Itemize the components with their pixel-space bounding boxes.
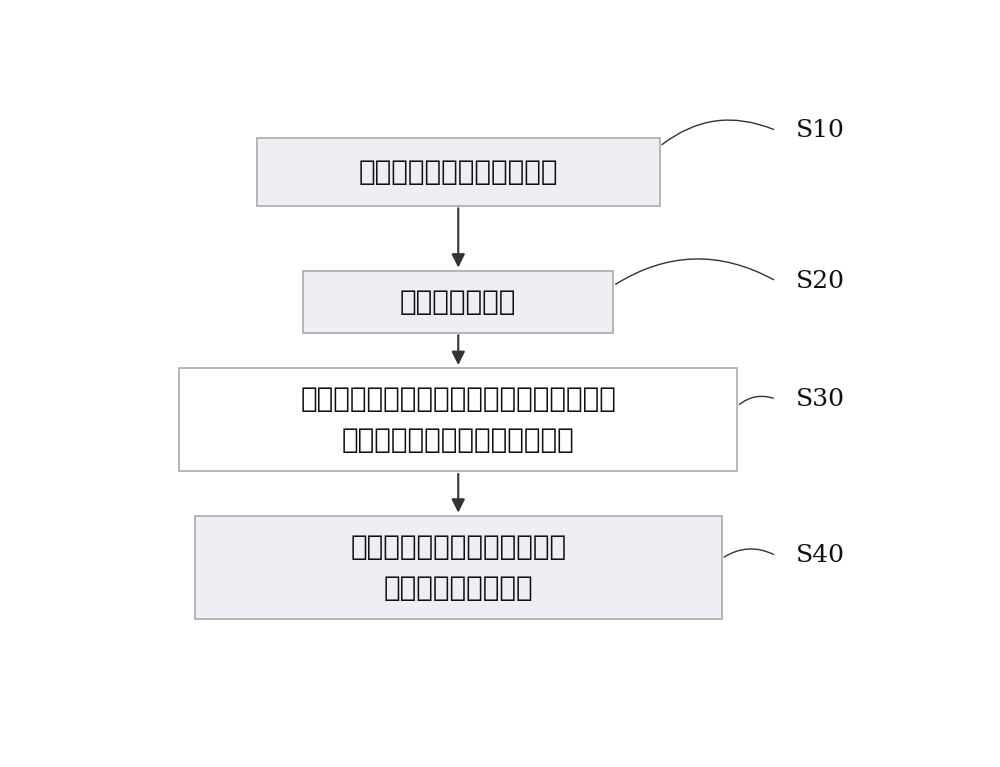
Text: S40: S40 bbox=[795, 544, 844, 567]
Text: S30: S30 bbox=[795, 387, 844, 410]
FancyBboxPatch shape bbox=[179, 368, 737, 472]
FancyBboxPatch shape bbox=[195, 515, 722, 619]
FancyBboxPatch shape bbox=[303, 271, 613, 333]
Text: 停车后扫描停车位的二维码: 停车后扫描停车位的二维码 bbox=[358, 158, 558, 186]
Text: S20: S20 bbox=[795, 269, 844, 292]
Text: 在预先获取的停车场地图上记
录所述停车位的位置: 在预先获取的停车场地图上记 录所述停车位的位置 bbox=[350, 533, 566, 602]
Text: 解析所述二维码: 解析所述二维码 bbox=[400, 288, 516, 316]
Text: 根据所述解析的二维码信息在预先获取的停
车场地图定位所述停车位的位置: 根据所述解析的二维码信息在预先获取的停 车场地图定位所述停车位的位置 bbox=[300, 385, 616, 454]
FancyBboxPatch shape bbox=[257, 138, 660, 206]
Text: S10: S10 bbox=[795, 119, 844, 142]
